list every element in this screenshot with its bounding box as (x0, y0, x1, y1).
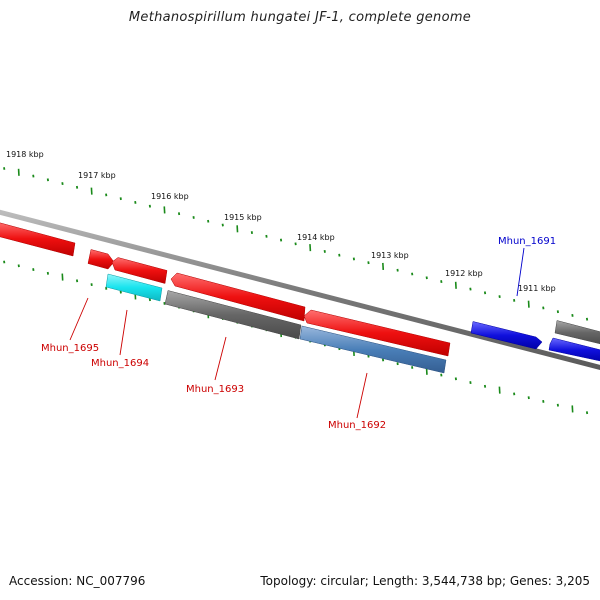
genome-stats-label: Topology: circular; Length: 3,544,738 bp… (260, 574, 590, 588)
outer-tick-marks (3, 167, 589, 321)
kbp-label-1916: 1916 kbp (151, 192, 189, 201)
gene-labels: Mhun_1695 Mhun_1694 Mhun_1693 Mhun_1692 … (41, 236, 556, 431)
kbp-label-1918: 1918 kbp (6, 150, 44, 159)
kbp-label-1912: 1912 kbp (445, 269, 483, 278)
gene-block-red-1 (0, 222, 76, 257)
leader-line-mhun-1692 (356, 372, 368, 419)
leader-line-mhun-1691 (516, 247, 525, 297)
leader-line-mhun-1695 (69, 297, 89, 341)
gene-arrow-blue-2 (548, 337, 600, 362)
kbp-label-1915: 1915 kbp (224, 213, 262, 222)
genome-title: Methanospirillum hungatei JF-1, complete… (128, 10, 472, 25)
kbp-label-1914: 1914 kbp (297, 233, 335, 242)
gene-arrow-red-5 (303, 309, 451, 357)
gene-arrow-red-3 (111, 257, 168, 284)
gene-arrow-red-2 (87, 249, 115, 270)
gene-arrow-blue-1 (470, 321, 543, 350)
gene-arrow-red-4 (170, 272, 306, 322)
gene-block-steelblue (299, 325, 447, 374)
gene-features (0, 222, 600, 374)
gene-block-cyan (105, 273, 163, 302)
genome-backbone (0, 209, 600, 370)
kbp-labels: 1918 kbp 1917 kbp 1916 kbp 1915 kbp 1914… (6, 150, 556, 293)
accession-label: Accession: NC_007796 (9, 574, 146, 588)
gene-label-mhun-1691: Mhun_1691 (498, 236, 556, 247)
kbp-label-1911: 1911 kbp (518, 284, 556, 293)
leader-line-mhun-1693 (214, 336, 227, 381)
gene-label-leaders (69, 247, 525, 419)
gene-label-mhun-1693: Mhun_1693 (186, 384, 244, 395)
leader-line-mhun-1694 (119, 309, 128, 356)
kbp-label-1913: 1913 kbp (371, 251, 409, 260)
gene-block-gray-2 (554, 320, 600, 345)
kbp-label-1917: 1917 kbp (78, 171, 116, 180)
gene-block-gray-1 (164, 290, 302, 340)
gene-label-mhun-1694: Mhun_1694 (91, 358, 149, 369)
gene-label-mhun-1692: Mhun_1692 (328, 420, 386, 431)
gene-label-mhun-1695: Mhun_1695 (41, 343, 99, 354)
